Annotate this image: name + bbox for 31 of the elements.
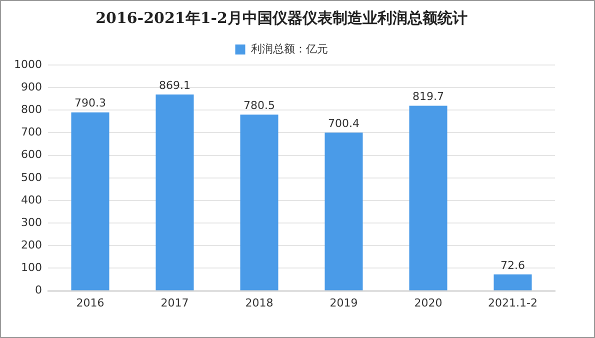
data-label: 700.4 [328,117,360,130]
y-tick-label: 0 [34,284,42,297]
data-label: 790.3 [74,96,106,110]
y-tick-label: 700 [20,126,42,139]
y-tick-label: 500 [20,170,42,184]
x-tick-label: 2021.1-2 [488,296,538,310]
bar [409,106,448,290]
legend-label: 利润总额：亿元 [250,42,328,56]
x-tick-label: 2018 [245,296,274,310]
x-tick-label: 2020 [414,296,442,310]
y-tick-label: 900 [20,80,42,94]
y-tick-label: 200 [20,238,42,252]
y-tick-label: 400 [20,193,42,206]
bar [71,112,110,290]
chart-title: 2016-2021年1-2月中国仪器仪表制造业利润总额统计 [96,8,468,27]
data-label: 780.5 [243,98,275,112]
y-tick-label: 600 [20,148,42,162]
data-label: 819.7 [412,90,444,104]
data-label: 869.1 [158,78,190,92]
data-label: 72.6 [500,258,525,272]
y-tick-label: 800 [20,103,42,116]
x-tick-label: 2019 [330,296,358,310]
bar [324,132,363,290]
y-tick-label: 100 [20,261,42,274]
x-tick-label: 2016 [76,296,104,310]
bar [156,94,194,290]
bar [240,114,278,290]
y-tick-label: 1000 [14,58,42,71]
x-tick-label: 2017 [160,296,189,310]
bar [494,274,532,290]
y-tick-label: 300 [20,216,42,229]
